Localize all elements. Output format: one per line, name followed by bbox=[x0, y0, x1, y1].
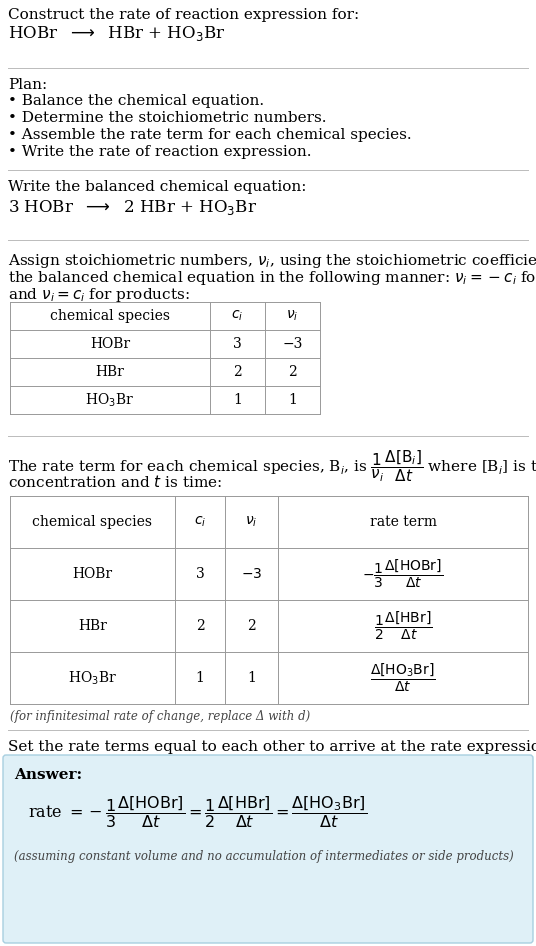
Text: 1: 1 bbox=[247, 671, 256, 685]
Text: $c_i$: $c_i$ bbox=[194, 515, 206, 529]
Text: HOBr  $\longrightarrow$  HBr + HO$_3$Br: HOBr $\longrightarrow$ HBr + HO$_3$Br bbox=[8, 24, 225, 43]
Text: HBr: HBr bbox=[95, 365, 124, 379]
Text: chemical species: chemical species bbox=[50, 309, 170, 323]
Text: • Balance the chemical equation.: • Balance the chemical equation. bbox=[8, 94, 264, 108]
Text: HOBr: HOBr bbox=[72, 567, 113, 581]
Text: • Determine the stoichiometric numbers.: • Determine the stoichiometric numbers. bbox=[8, 111, 326, 125]
Text: chemical species: chemical species bbox=[33, 515, 153, 529]
Text: $c_i$: $c_i$ bbox=[232, 308, 244, 324]
Text: HBr: HBr bbox=[78, 619, 107, 633]
Text: −3: −3 bbox=[282, 337, 303, 351]
Text: 1: 1 bbox=[288, 393, 297, 407]
Text: Write the balanced chemical equation:: Write the balanced chemical equation: bbox=[8, 180, 307, 194]
Text: 2: 2 bbox=[196, 619, 204, 633]
Text: HO$_3$Br: HO$_3$Br bbox=[85, 392, 135, 409]
Text: The rate term for each chemical species, B$_i$, is $\dfrac{1}{\nu_i}\dfrac{\Delt: The rate term for each chemical species,… bbox=[8, 448, 536, 483]
Text: and $\nu_i = c_i$ for products:: and $\nu_i = c_i$ for products: bbox=[8, 286, 190, 304]
Text: (assuming constant volume and no accumulation of intermediates or side products): (assuming constant volume and no accumul… bbox=[14, 850, 513, 863]
FancyBboxPatch shape bbox=[3, 755, 533, 943]
Text: concentration and $t$ is time:: concentration and $t$ is time: bbox=[8, 474, 222, 490]
Text: the balanced chemical equation in the following manner: $\nu_i = -c_i$ for react: the balanced chemical equation in the fo… bbox=[8, 269, 536, 287]
Text: 3 HOBr  $\longrightarrow$  2 HBr + HO$_3$Br: 3 HOBr $\longrightarrow$ 2 HBr + HO$_3$B… bbox=[8, 198, 257, 217]
Text: $-\dfrac{1}{3}\dfrac{\Delta[\mathrm{HOBr}]}{\Delta t}$: $-\dfrac{1}{3}\dfrac{\Delta[\mathrm{HOBr… bbox=[362, 558, 444, 590]
Text: rate $= -\dfrac{1}{3}\dfrac{\Delta[\mathrm{HOBr}]}{\Delta t} = \dfrac{1}{2}\dfra: rate $= -\dfrac{1}{3}\dfrac{\Delta[\math… bbox=[28, 794, 367, 830]
Text: 1: 1 bbox=[233, 393, 242, 407]
Text: $\nu_i$: $\nu_i$ bbox=[245, 515, 258, 529]
Text: HOBr: HOBr bbox=[90, 337, 130, 351]
Text: 3: 3 bbox=[196, 567, 204, 581]
Text: $-3$: $-3$ bbox=[241, 567, 262, 581]
Text: • Assemble the rate term for each chemical species.: • Assemble the rate term for each chemic… bbox=[8, 128, 412, 142]
Text: (for infinitesimal rate of change, replace Δ with d): (for infinitesimal rate of change, repla… bbox=[10, 710, 310, 723]
Text: 2: 2 bbox=[233, 365, 242, 379]
Text: Construct the rate of reaction expression for:: Construct the rate of reaction expressio… bbox=[8, 8, 359, 22]
Text: • Write the rate of reaction expression.: • Write the rate of reaction expression. bbox=[8, 145, 311, 159]
Text: 1: 1 bbox=[196, 671, 204, 685]
Text: 2: 2 bbox=[288, 365, 297, 379]
Text: $\nu_i$: $\nu_i$ bbox=[286, 308, 299, 324]
Text: 3: 3 bbox=[233, 337, 242, 351]
Text: Answer:: Answer: bbox=[14, 768, 82, 782]
Text: HO$_3$Br: HO$_3$Br bbox=[68, 670, 117, 687]
Text: $\dfrac{\Delta[\mathrm{HO_3Br}]}{\Delta t}$: $\dfrac{\Delta[\mathrm{HO_3Br}]}{\Delta … bbox=[370, 662, 436, 694]
Text: Plan:: Plan: bbox=[8, 78, 47, 92]
Text: Assign stoichiometric numbers, $\nu_i$, using the stoichiometric coefficients, $: Assign stoichiometric numbers, $\nu_i$, … bbox=[8, 252, 536, 270]
Text: rate term: rate term bbox=[369, 515, 436, 529]
Text: 2: 2 bbox=[247, 619, 256, 633]
Text: $\dfrac{1}{2}\dfrac{\Delta[\mathrm{HBr}]}{\Delta t}$: $\dfrac{1}{2}\dfrac{\Delta[\mathrm{HBr}]… bbox=[374, 610, 432, 642]
Text: Set the rate terms equal to each other to arrive at the rate expression:: Set the rate terms equal to each other t… bbox=[8, 740, 536, 754]
